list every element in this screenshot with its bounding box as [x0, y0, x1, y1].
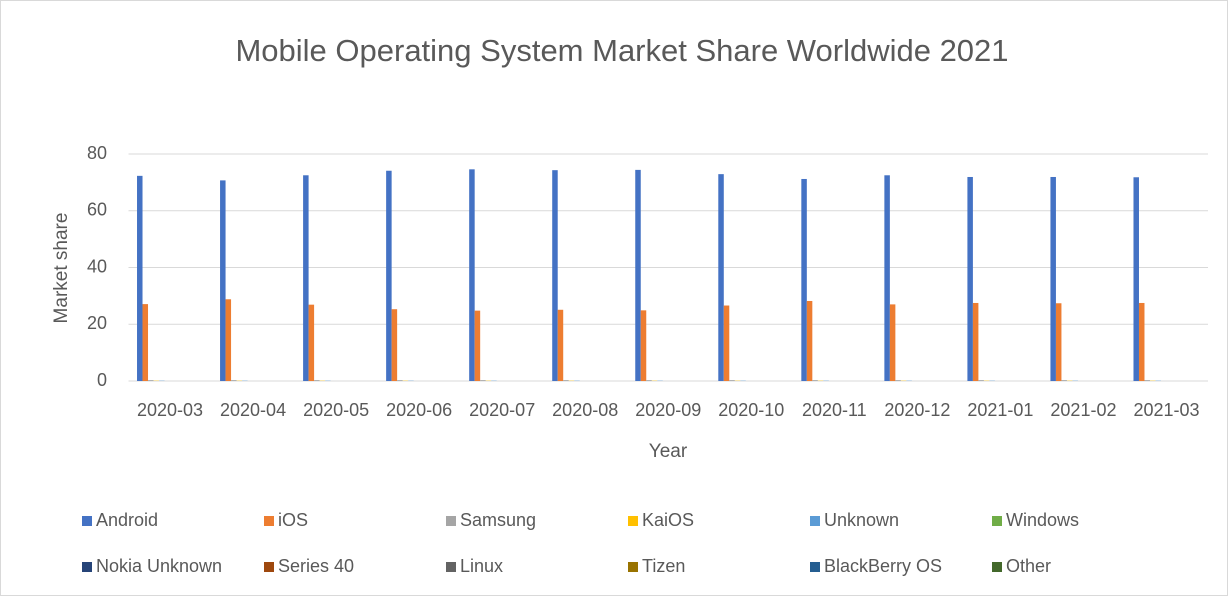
legend-label: iOS: [278, 510, 308, 530]
bar: [558, 310, 564, 381]
bar: [641, 310, 647, 381]
bar: [1061, 380, 1067, 381]
x-tick-label: 2020-11: [802, 400, 867, 420]
legend-label: Other: [1006, 556, 1051, 576]
bar: [801, 179, 807, 381]
bar: [392, 309, 398, 381]
bar: [1144, 380, 1150, 381]
y-axis-label: Market share: [51, 213, 72, 324]
y-tick-label: 0: [97, 370, 107, 390]
y-tick-label: 80: [87, 143, 107, 163]
bar: [143, 304, 149, 381]
bar: [475, 311, 481, 381]
x-tick-label: 2020-05: [303, 400, 369, 420]
legend-swatch: [82, 562, 92, 572]
bar: [718, 174, 724, 381]
x-tick-label: 2020-12: [884, 400, 950, 420]
legend-swatch: [810, 562, 820, 572]
bar: [729, 380, 735, 381]
bar: [1139, 303, 1145, 381]
x-axis-label: Year: [649, 441, 688, 462]
legend-swatch: [992, 562, 1002, 572]
bar: [1050, 177, 1056, 381]
legend-label: Linux: [460, 556, 503, 576]
bar: [967, 177, 973, 381]
bar: [386, 171, 392, 381]
legend-swatch: [992, 516, 1002, 526]
legend-label: Android: [96, 510, 158, 530]
legend-swatch: [82, 516, 92, 526]
legend-label: Windows: [1006, 510, 1079, 530]
x-tick-label: 2020-03: [137, 400, 203, 420]
bar: [890, 304, 896, 381]
chart-title: Mobile Operating System Market Share Wor…: [235, 33, 1008, 68]
bar: [978, 380, 984, 381]
bar: [1056, 303, 1062, 381]
bar: [1133, 177, 1139, 381]
x-tick-label: 2020-10: [718, 400, 784, 420]
bar: [314, 380, 320, 381]
legend-label: KaiOS: [642, 510, 694, 530]
bar: [884, 175, 890, 381]
bar: [552, 170, 558, 381]
bar: [226, 299, 232, 381]
legend-swatch: [446, 562, 456, 572]
bar: [563, 380, 569, 381]
x-tick-label: 2021-01: [967, 400, 1033, 420]
legend-label: BlackBerry OS: [824, 556, 942, 576]
legend-swatch: [446, 516, 456, 526]
x-tick-label: 2020-06: [386, 400, 452, 420]
legend-label: Tizen: [642, 556, 685, 576]
bar: [220, 180, 226, 381]
bar: [480, 380, 486, 381]
legend-swatch: [264, 562, 274, 572]
y-tick-label: 60: [87, 200, 107, 220]
bar: [303, 175, 309, 381]
bar: [635, 170, 641, 381]
y-tick-label: 20: [87, 313, 107, 333]
legend-label: Samsung: [460, 510, 536, 530]
x-tick-label: 2020-08: [552, 400, 618, 420]
bar: [646, 380, 652, 381]
x-tick-label: 2021-02: [1050, 400, 1116, 420]
bar: [807, 301, 813, 381]
bar: [724, 306, 730, 381]
bar: [397, 380, 403, 381]
legend-swatch: [628, 562, 638, 572]
bar: [469, 169, 475, 381]
bar: [812, 380, 818, 381]
legend-label: Nokia Unknown: [96, 556, 222, 576]
legend-label: Series 40: [278, 556, 354, 576]
x-tick-label: 2020-09: [635, 400, 701, 420]
legend-label: Unknown: [824, 510, 899, 530]
bar: [309, 305, 315, 381]
x-tick-label: 2020-07: [469, 400, 535, 420]
bar: [231, 380, 237, 381]
x-tick-label: 2020-04: [220, 400, 286, 420]
legend-swatch: [264, 516, 274, 526]
y-tick-label: 40: [87, 256, 107, 276]
bar: [895, 380, 901, 381]
bar: [148, 380, 154, 381]
x-tick-label: 2021-03: [1133, 400, 1199, 420]
bar: [973, 303, 979, 381]
legend-swatch: [810, 516, 820, 526]
legend-swatch: [628, 516, 638, 526]
bar: [137, 176, 143, 381]
